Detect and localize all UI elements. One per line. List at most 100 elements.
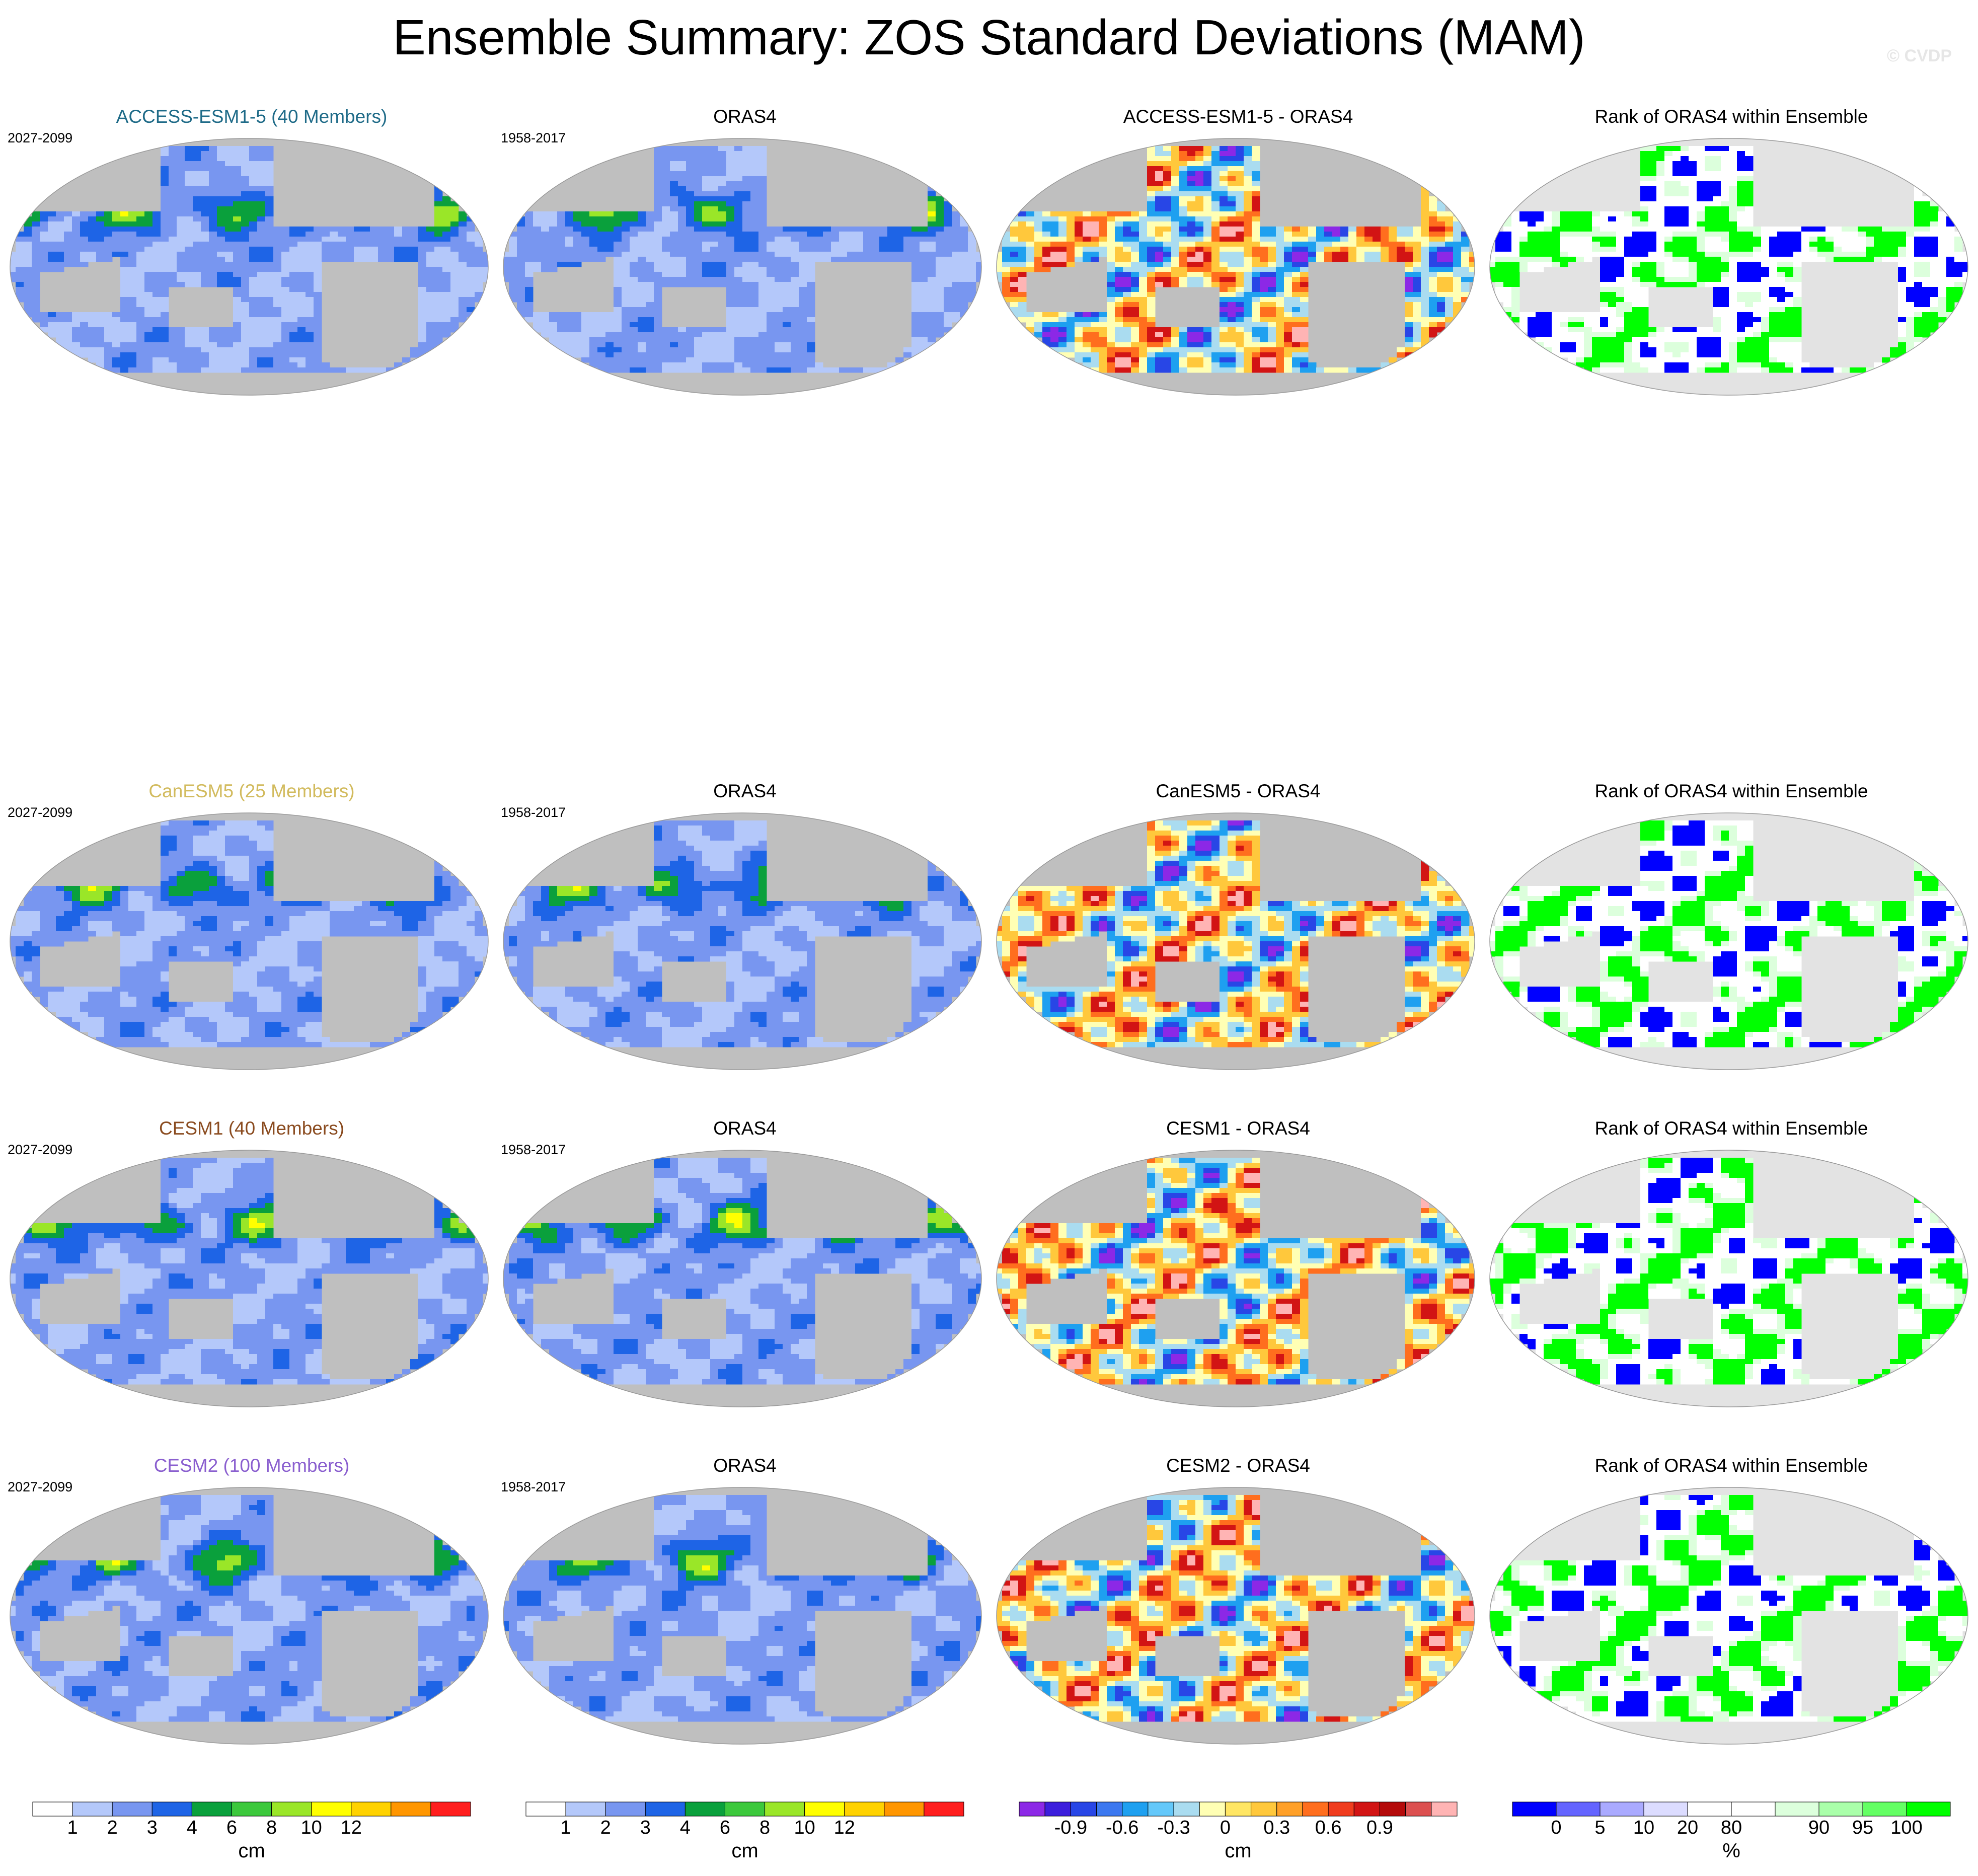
ocean-field [503,820,981,1047]
colorbar-swatch [1862,1802,1907,1817]
colorbar-tick-label: 8 [266,1817,277,1838]
rank-colorbar: 0 5 10 20 80 90 95 100 % [1510,1799,1953,1870]
colorbar-tick-label: 0 [1551,1817,1561,1838]
robinson-map [1489,138,1968,396]
colorbar-tick-label: -0.6 [1106,1817,1138,1838]
colorbar-swatch [1302,1802,1329,1817]
copyright-label: © CVDP [1887,46,1952,66]
robinson-map [503,812,982,1070]
robinson-map [10,1150,489,1407]
figure-title: Ensemble Summary: ZOS Standard Deviation… [0,7,1978,67]
map-outline [10,1150,489,1407]
colorbar-swatch [1328,1802,1354,1817]
colorbar-tick-label: 6 [720,1817,730,1838]
colorbar-swatch [1148,1802,1174,1817]
map-outline [10,1487,489,1745]
colorbar-tick-label: 3 [147,1817,158,1838]
map-outline [10,138,489,396]
map-outline [503,812,982,1070]
colorbar-swatch [1251,1802,1277,1817]
colorbar-tick-label: 5 [1594,1817,1605,1838]
colorbar-swatch [151,1802,192,1817]
panel-title: CESM1 (40 Members) [8,1117,496,1140]
panel-title: CESM2 (100 Members) [8,1455,496,1477]
robinson-map [503,138,982,396]
map-panel-diff: CESM2 - ORAS4 [994,1455,1482,1782]
colorbar-swatch [1643,1802,1688,1817]
ocean-field [10,1158,488,1385]
period-label: 2027-2099 [8,804,72,820]
std-colorbar-model: 1 2 3 4 6 8 10 12 cm [30,1799,473,1870]
colorbar-swatch [684,1802,725,1817]
panel-title: ORAS4 [501,106,989,128]
colorbar-tick-label: 80 [1721,1817,1742,1838]
colorbar-swatch [1225,1802,1252,1817]
panel-title: ACCESS-ESM1-5 (40 Members) [8,106,496,128]
period-label: 1958-2017 [501,130,566,146]
colorbar-swatch [1276,1802,1303,1817]
map-panel-diff: CESM1 - ORAS4 [994,1117,1482,1445]
map-panel-diff: CanESM5 - ORAS4 [994,780,1482,1107]
colorbar-tick-label: 90 [1808,1817,1830,1838]
panel-title: Rank of ORAS4 within Ensemble [1487,780,1975,802]
colorbar-tick-label: 4 [187,1817,197,1838]
colorbar-swatch [1070,1802,1097,1817]
panel-title: CESM1 - ORAS4 [994,1117,1482,1140]
colorbar-tick-label: 0.9 [1366,1817,1393,1838]
period-label: 2027-2099 [8,130,72,146]
map-panel-model: ACCESS-ESM1-5 (40 Members) 2027-2099 [8,106,496,433]
colorbar-units: cm [523,1840,966,1862]
ocean-field [10,820,488,1047]
colorbar-tick-label: 10 [1633,1817,1654,1838]
colorbar-swatch [1199,1802,1226,1817]
colorbar-swatch [32,1802,73,1817]
period-label: 1958-2017 [501,804,566,820]
colorbar-swatch [884,1802,925,1817]
colorbar-tick-label: 2 [107,1817,118,1838]
map-outline [503,1487,982,1745]
colorbar-swatch [1687,1802,1732,1817]
colorbar-tick-label: 2 [600,1817,611,1838]
map-panel-obs: ORAS4 1958-2017 [501,1455,989,1782]
map-outline [1489,138,1968,396]
map-panel-model: CESM1 (40 Members) 2027-2099 [8,1117,496,1445]
colorbar-tick-label: 10 [300,1817,322,1838]
ocean-field [997,1495,1475,1722]
panel-title: CanESM5 - ORAS4 [994,780,1482,802]
panel-title: Rank of ORAS4 within Ensemble [1487,1117,1975,1140]
colorbar-swatch [231,1802,272,1817]
colorbar-swatch [351,1802,392,1817]
colorbar-swatch [430,1802,471,1817]
map-outline [503,1150,982,1407]
colorbar-swatch [1775,1802,1819,1817]
ocean-field [997,820,1475,1047]
ocean-field [1490,1158,1968,1385]
colorbar-tick-label: 100 [1890,1817,1922,1838]
ocean-field [997,146,1475,373]
colorbar-swatch [1731,1802,1776,1817]
ocean-field [1490,1495,1968,1722]
colorbar-tick-label: 95 [1852,1817,1873,1838]
map-outline [1489,812,1968,1070]
colorbar-swatch [605,1802,646,1817]
colorbar-units: cm [1017,1840,1460,1862]
panel-title: ORAS4 [501,1455,989,1477]
ocean-field [503,1158,981,1385]
ocean-field [10,1495,488,1722]
map-panel-diff: ACCESS-ESM1-5 - ORAS4 [994,106,1482,433]
colorbar-swatch [1019,1802,1045,1817]
std-colorbar-obs: 1 2 3 4 6 8 10 12 cm [523,1799,966,1870]
colorbar-swatch [1512,1802,1557,1817]
ocean-field [10,146,488,373]
colorbar-swatch [1405,1802,1432,1817]
map-panel-rank: Rank of ORAS4 within Ensemble [1487,1455,1975,1782]
colorbar-swatch [565,1802,606,1817]
ocean-field [997,1158,1475,1385]
map-panel-rank: Rank of ORAS4 within Ensemble [1487,780,1975,1107]
colorbar-tick-label: 20 [1677,1817,1698,1838]
period-label: 2027-2099 [8,1479,72,1495]
colorbar-tick-label: 1 [561,1817,571,1838]
colorbar-tick-label: 12 [341,1817,362,1838]
colorbar-tick-label: 0.3 [1263,1817,1290,1838]
map-outline [10,812,489,1070]
